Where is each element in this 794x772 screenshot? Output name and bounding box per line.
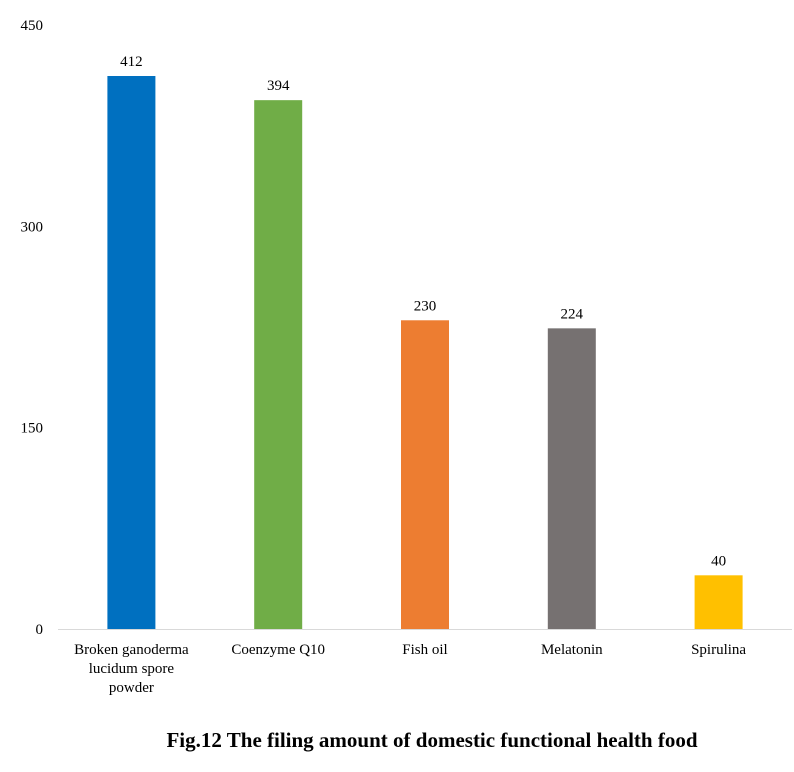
chart-caption: Fig.12 The filing amount of domestic fun…: [166, 728, 698, 752]
y-tick-label: 150: [21, 421, 44, 437]
bar-chart: 0 150 300 450 412 Broken ganoderma lucidum spo…: [21, 18, 792, 696]
x-tick-label: Broken ganoderma: [74, 642, 189, 658]
x-tick-label: Coenzyme Q10: [231, 642, 325, 658]
bar: [547, 328, 596, 629]
y-tick-label: 450: [21, 18, 44, 34]
x-tick-label: lucidum spore: [89, 661, 175, 677]
data-label: 230: [414, 298, 437, 314]
bar: [254, 100, 303, 630]
bar: [694, 575, 743, 629]
bar: [107, 76, 156, 629]
x-tick-label: Fish oil: [402, 642, 447, 658]
x-tick-label: Melatonin: [541, 642, 603, 658]
y-tick-label: 300: [21, 219, 44, 235]
data-label: 412: [120, 54, 143, 70]
data-label: 224: [561, 306, 584, 322]
data-label: 40: [711, 553, 726, 569]
data-label: 394: [267, 78, 290, 94]
x-tick-label: powder: [109, 680, 154, 696]
bar: [401, 320, 449, 629]
y-tick-label: 0: [36, 622, 44, 638]
x-tick-label: Spirulina: [691, 642, 746, 658]
